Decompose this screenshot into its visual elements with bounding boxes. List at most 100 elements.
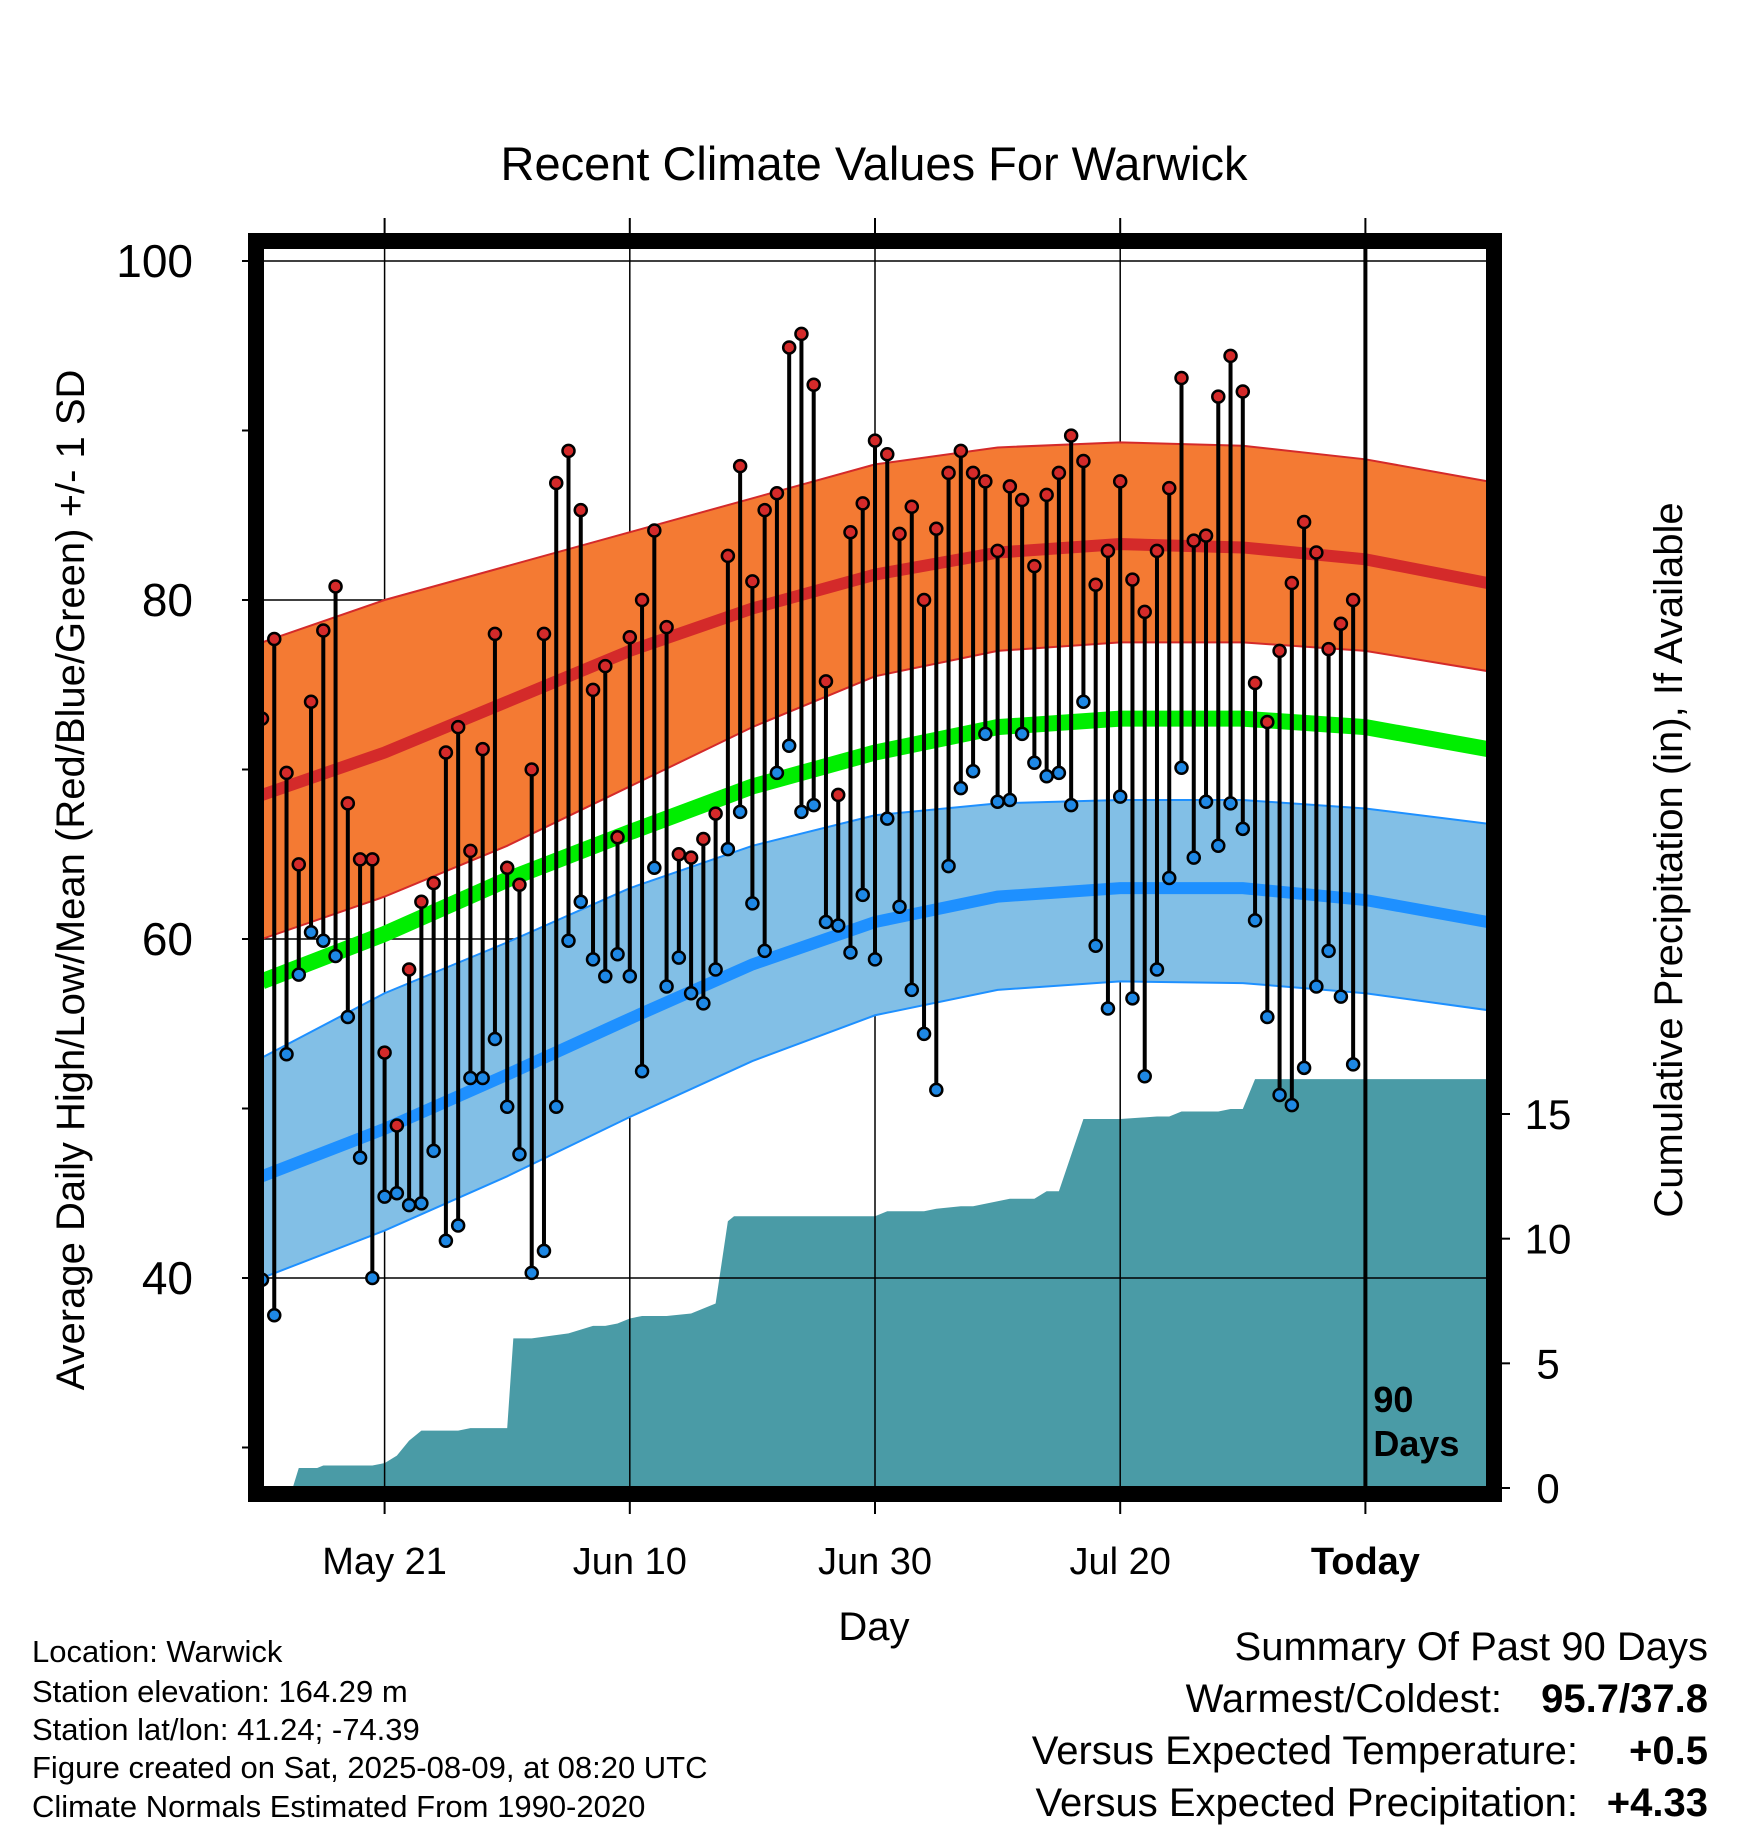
- daily-low-point: [1137, 1069, 1152, 1084]
- daily-low-point: [965, 763, 981, 779]
- daily-high-point: [463, 843, 478, 859]
- daily-high-point: [647, 523, 662, 538]
- daily-low-point: [548, 1099, 564, 1115]
- daily-high-point: [1345, 592, 1361, 608]
- daily-low-point: [696, 996, 711, 1011]
- daily-high-point: [1088, 577, 1103, 592]
- daily-high-point: [512, 877, 527, 893]
- daily-high-point: [708, 806, 723, 821]
- daily-high-point: [806, 377, 821, 392]
- today-days-word: Days: [1373, 1423, 1459, 1464]
- daily-high-point: [769, 485, 785, 501]
- daily-low-point: [450, 1218, 466, 1233]
- daily-low-point: [340, 1009, 356, 1025]
- daily-low-point: [610, 947, 625, 962]
- daily-high-point: [328, 579, 343, 594]
- daily-high-point: [732, 458, 748, 474]
- daily-low-point: [1051, 765, 1067, 781]
- daily-low-point: [1076, 694, 1091, 709]
- info-created: Figure created on Sat, 2025-08-09, at 08…: [32, 1750, 708, 1785]
- daily-low-point: [499, 1099, 515, 1115]
- daily-high-point: [267, 631, 282, 647]
- daily-high-point: [401, 962, 417, 977]
- daily-high-point: [1137, 604, 1152, 620]
- daily-low-point: [316, 933, 331, 948]
- y-tick-label: 100: [116, 235, 193, 287]
- daily-low-point: [708, 962, 723, 977]
- y-tick-label: 80: [142, 574, 193, 626]
- daily-high-point: [536, 626, 552, 642]
- daily-low-point: [328, 948, 343, 964]
- daily-high-point: [1309, 545, 1324, 560]
- daily-low-point: [426, 1143, 441, 1159]
- daily-low-point: [1211, 838, 1226, 854]
- daily-high-point: [303, 694, 319, 709]
- daily-high-point: [365, 852, 380, 867]
- precip-tick-label: 15: [1525, 1091, 1572, 1138]
- daily-low-point: [303, 924, 319, 940]
- daily-high-point: [830, 787, 846, 803]
- daily-low-point: [1161, 870, 1177, 886]
- daily-low-point: [1002, 792, 1018, 808]
- daily-high-point: [279, 765, 294, 781]
- daily-low-point: [806, 797, 821, 813]
- daily-high-point: [990, 543, 1005, 559]
- x-tick-label: Today: [1311, 1541, 1420, 1583]
- daily-high-point: [1014, 492, 1030, 508]
- daily-high-point: [291, 857, 307, 872]
- daily-low-point: [1235, 821, 1251, 837]
- daily-high-point: [1039, 487, 1054, 503]
- daily-high-point: [720, 548, 736, 564]
- daily-high-point: [1051, 465, 1067, 481]
- daily-low-point: [389, 1186, 405, 1201]
- daily-high-point: [352, 852, 368, 867]
- daily-high-point: [414, 894, 429, 909]
- daily-low-point: [573, 894, 589, 909]
- daily-low-point: [585, 952, 601, 967]
- chart-title: Recent Climate Values For Warwick: [501, 137, 1248, 190]
- daily-low-point: [732, 804, 748, 820]
- warm-cold-value: 95.7/37.8: [1541, 1677, 1708, 1721]
- daily-low-point: [1223, 796, 1238, 811]
- daily-low-point: [867, 952, 883, 967]
- daily-low-point: [365, 1270, 380, 1286]
- daily-low-point: [267, 1308, 282, 1323]
- info-location: Location: Warwick: [32, 1634, 283, 1669]
- daily-high-point: [1198, 528, 1214, 543]
- daily-high-point: [953, 443, 969, 459]
- daily-high-point: [794, 326, 809, 342]
- daily-high-point: [1149, 543, 1165, 559]
- precip-anomaly-value: +4.33: [1607, 1781, 1708, 1825]
- daily-high-point: [1284, 575, 1300, 591]
- daily-high-point: [1272, 643, 1287, 659]
- daily-low-point: [757, 943, 772, 959]
- daily-low-point: [1149, 962, 1165, 977]
- y-axis-label-right: Cumulative Precipitation (in), If Availa…: [1647, 502, 1691, 1217]
- daily-high-point: [1112, 474, 1128, 489]
- precip-area: [292, 1079, 1488, 1488]
- daily-high-point: [659, 619, 674, 635]
- x-tick-label: May 21: [322, 1541, 447, 1583]
- daily-high-point: [892, 526, 907, 542]
- daily-low-point: [401, 1197, 417, 1213]
- daily-low-point: [1100, 1001, 1116, 1016]
- daily-low-point: [880, 811, 895, 826]
- daily-low-point: [794, 804, 809, 820]
- daily-high-point: [671, 847, 687, 862]
- daily-low-point: [1260, 1009, 1275, 1025]
- daily-high-point: [941, 465, 956, 481]
- daily-high-point: [867, 433, 883, 448]
- daily-high-point: [450, 719, 466, 735]
- daily-high-point: [1027, 558, 1042, 574]
- daily-low-point: [990, 794, 1005, 809]
- daily-high-point: [929, 521, 944, 537]
- daily-high-point: [1174, 370, 1189, 386]
- daily-low-point: [855, 887, 870, 903]
- daily-high-point: [1211, 389, 1226, 404]
- daily-low-point: [1112, 789, 1128, 804]
- daily-high-point: [340, 796, 356, 811]
- daily-high-point: [1186, 533, 1202, 548]
- daily-low-point: [953, 780, 969, 796]
